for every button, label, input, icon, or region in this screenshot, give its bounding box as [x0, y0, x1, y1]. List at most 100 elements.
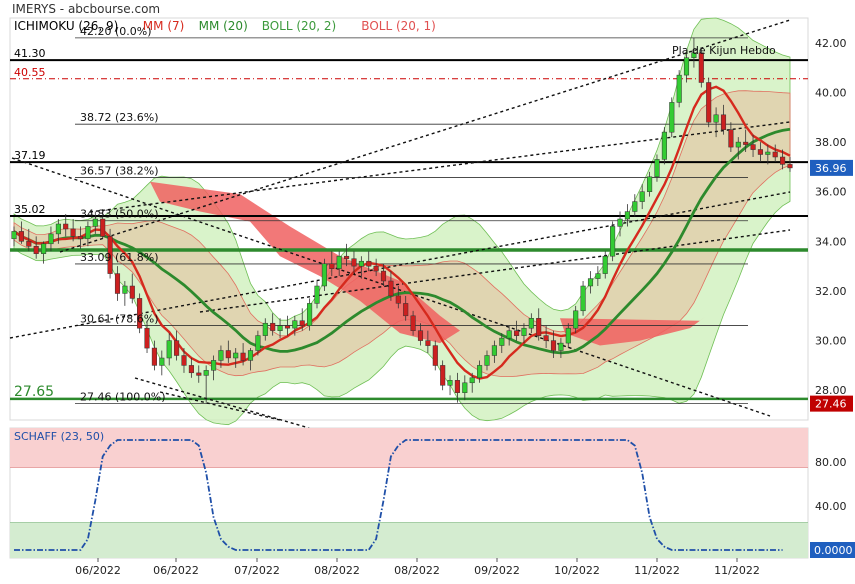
candle-31 [240, 343, 246, 366]
candle-body-77 [580, 285, 586, 312]
price-tick-3: 36.00 [815, 186, 847, 199]
candle-body-94 [706, 82, 712, 123]
candle-body-55 [417, 330, 424, 341]
candle-body-57 [432, 345, 438, 366]
candle-body-30 [233, 352, 239, 359]
candle-body-51 [388, 280, 394, 297]
candle-44 [336, 251, 342, 277]
candle-body-63 [477, 365, 483, 379]
candle-body-48 [366, 260, 372, 267]
legend-item-1: MM (7) [143, 19, 185, 33]
horizontal-levels [10, 37, 808, 405]
candle-body-96 [720, 114, 727, 130]
candle-105 [787, 156, 793, 172]
candle-72 [543, 325, 549, 349]
candle-26 [203, 365, 209, 403]
candle-57 [432, 340, 438, 371]
candle-body-39 [299, 320, 305, 326]
candle-body-98 [735, 141, 741, 148]
level-labels: 42.20 (0.0%) 38.72 (23.6%) 36.57 (38.2%) 34… [14, 25, 776, 404]
candle-61 [462, 375, 468, 401]
candle-body-78 [587, 278, 594, 287]
candle-10 [85, 221, 91, 247]
candle-0 [11, 226, 17, 247]
candle-body-79 [595, 273, 601, 279]
fib-label-0: 42.20 (0.0%) [80, 25, 152, 38]
candle-49 [373, 258, 379, 277]
candle-body-10 [85, 226, 91, 240]
candle-41 [314, 281, 320, 309]
candle-body-58 [440, 365, 446, 386]
candle-17 [137, 293, 143, 334]
candle-body-11 [92, 218, 98, 227]
candle-body-93 [698, 52, 704, 83]
candle-45 [344, 243, 350, 267]
legend-item-4: BOLL (20, 1) [361, 19, 436, 33]
candle-24 [188, 357, 194, 378]
schaff-value-tag: 0.0000 [810, 542, 855, 558]
candle-77 [580, 281, 586, 316]
fib-label-4: 33.09 (61.8%) [80, 251, 159, 264]
price-axis: 42.00 40.00 38.00 36.00 34.00 32.00 30.00 28.00… [810, 37, 853, 412]
candle-97 [728, 122, 734, 152]
candle-body-83 [624, 211, 630, 220]
price-tag-0: 36.96 [810, 159, 853, 176]
candle-body-56 [425, 340, 431, 346]
schaff-line [14, 439, 783, 551]
schaff-panel: SCHAFF (23, 50) 80.00 40.00 0.0000 [9, 427, 855, 559]
candle-body-76 [573, 310, 579, 329]
candle-body-91 [683, 57, 690, 76]
candle-body-37 [284, 325, 291, 329]
candle-50 [380, 263, 387, 286]
schaff-oversold-zone [10, 522, 808, 558]
candle-body-105 [787, 164, 793, 169]
x-tick-label-6: 10/2022 [554, 564, 600, 577]
candle-19 [151, 340, 157, 371]
x-tick-label-0: 06/2022 [75, 564, 121, 577]
trend-line-4 [11, 157, 771, 417]
chart-source: IMERYS - abcbourse.com [12, 2, 160, 16]
candle-body-17 [137, 298, 143, 329]
candle-body-5 [48, 233, 54, 245]
candle-body-53 [403, 303, 409, 317]
candle-2 [26, 228, 32, 252]
candle-78 [587, 271, 594, 294]
candle-body-72 [543, 335, 549, 341]
candle-body-62 [469, 377, 475, 384]
candle-94 [706, 77, 712, 128]
kijun-annotation: Pla de Kijun Hebdo [672, 44, 776, 57]
candle-body-66 [499, 337, 505, 346]
x-tick-label-5: 09/2022 [474, 564, 520, 577]
candle-98 [735, 137, 741, 160]
candle-body-34 [262, 322, 268, 336]
chart-header: IMERYS - abcbourse.com ICHIMOKU (26, 9) MM… [12, 2, 436, 33]
candle-body-61 [462, 382, 468, 393]
candle-7 [63, 214, 69, 237]
candle-body-31 [240, 352, 246, 361]
candle-body-29 [225, 350, 231, 359]
level-label-1: 40.55 [14, 66, 46, 79]
candle-body-33 [255, 335, 261, 351]
candle-body-60 [454, 380, 460, 393]
candle-body-36 [277, 325, 283, 331]
candle-14 [114, 266, 121, 301]
trend-line-5 [159, 391, 281, 421]
candle-93 [698, 47, 704, 88]
candle-body-74 [558, 342, 564, 351]
x-tick-label-7: 11/2022 [634, 564, 680, 577]
candle-47 [358, 256, 364, 279]
candle-30 [233, 348, 239, 368]
candle-54 [410, 310, 416, 336]
candle-64 [484, 350, 490, 371]
candle-80 [602, 251, 608, 279]
candle-body-44 [336, 255, 342, 269]
candle-body-43 [329, 263, 335, 269]
candle-body-50 [380, 270, 387, 282]
candle-27 [211, 355, 217, 381]
candle-body-89 [669, 102, 675, 133]
candle-body-85 [639, 191, 645, 202]
candle-96 [720, 104, 727, 135]
candle-body-3 [33, 246, 39, 254]
candle-82 [617, 211, 623, 237]
